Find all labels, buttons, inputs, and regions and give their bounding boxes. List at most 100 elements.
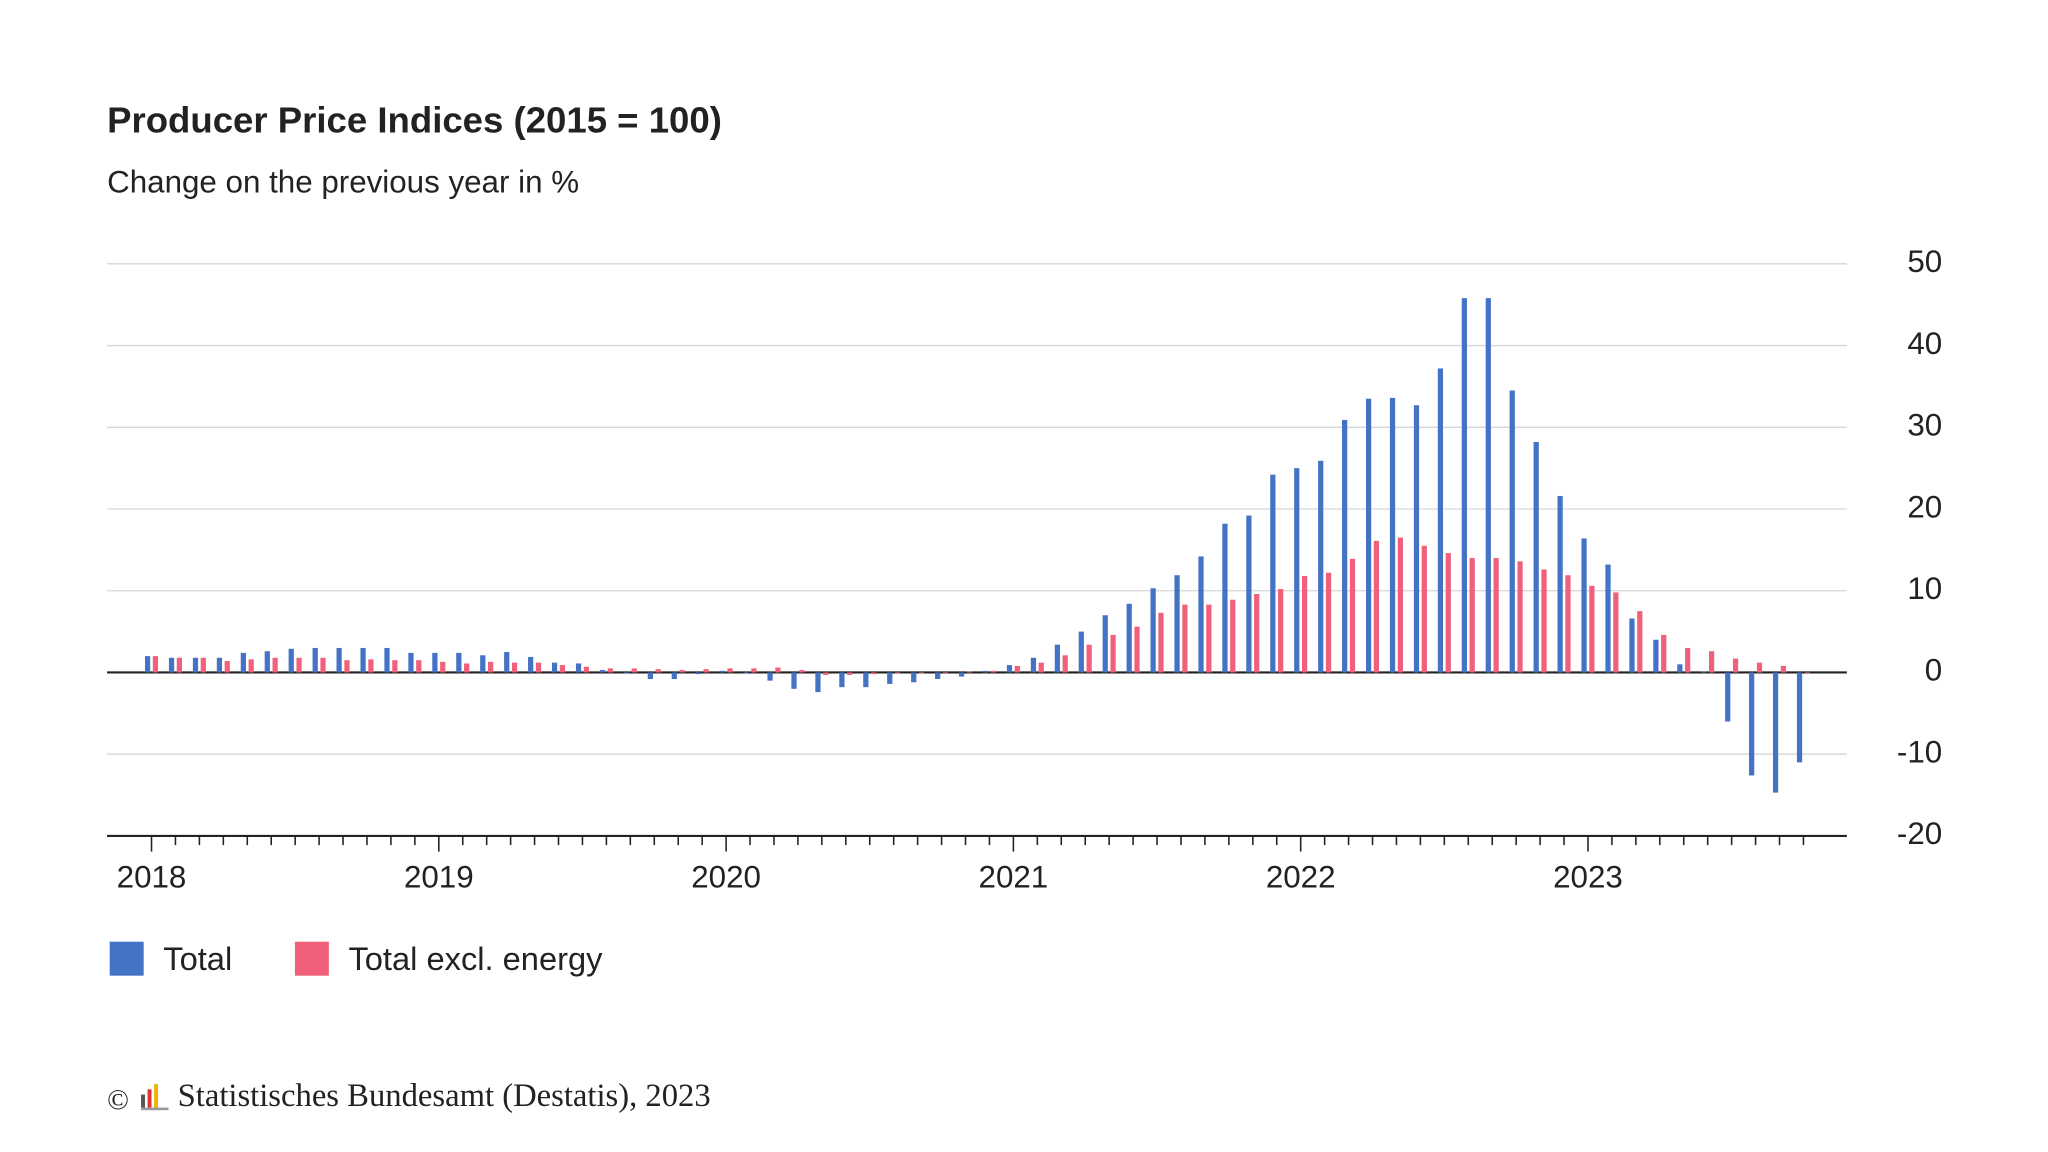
- bar: [1725, 672, 1731, 722]
- y-tick-label: 40: [1907, 326, 1942, 361]
- legend: Total Total excl. energy: [109, 940, 603, 977]
- bar: [1629, 618, 1635, 673]
- y-tick-label: 30: [1907, 408, 1942, 443]
- bar: [1102, 615, 1108, 673]
- bar: [1222, 523, 1228, 673]
- bar: [216, 657, 223, 673]
- bar: [248, 659, 254, 673]
- y-tick-label: -10: [1897, 734, 1942, 769]
- legend-label: Total: [163, 940, 232, 977]
- bar: [1701, 671, 1707, 673]
- bar: [1445, 553, 1451, 673]
- bar: [456, 652, 462, 673]
- bar: [480, 655, 486, 673]
- bar: [1342, 419, 1348, 673]
- logo: [141, 1084, 169, 1111]
- bar: [871, 672, 877, 675]
- bar: [575, 663, 582, 673]
- bar: [655, 669, 661, 673]
- bar: [1230, 599, 1236, 673]
- bar: [408, 652, 414, 673]
- bar: [607, 668, 613, 673]
- bar: [815, 672, 821, 693]
- bar: [1254, 594, 1260, 673]
- bar: [200, 657, 206, 673]
- bar: [1413, 405, 1420, 673]
- bar: [703, 669, 709, 673]
- bar: [288, 648, 294, 673]
- bar: [1030, 657, 1037, 673]
- bar: [511, 662, 518, 673]
- bar: [1581, 538, 1587, 673]
- bar: [192, 657, 199, 673]
- bar: [1134, 626, 1140, 673]
- bar: [464, 663, 470, 673]
- bar: [1278, 589, 1284, 673]
- bar: [1541, 569, 1547, 673]
- y-tick-label: -20: [1897, 816, 1942, 851]
- bar: [623, 672, 630, 674]
- bar: [1158, 612, 1164, 673]
- bar: [1493, 558, 1499, 673]
- copyright: ©: [107, 1084, 129, 1116]
- bar: [958, 672, 965, 677]
- bar: [1469, 558, 1475, 673]
- x-tick-label: 2018: [117, 859, 187, 894]
- bar: [911, 672, 917, 683]
- bar: [1565, 575, 1571, 673]
- bar: [144, 656, 151, 673]
- bar: [1780, 665, 1787, 673]
- bar: [1461, 298, 1467, 673]
- bar: [839, 672, 845, 688]
- bar: [1749, 672, 1755, 776]
- bar: [559, 665, 566, 673]
- bar: [1301, 576, 1308, 673]
- bar: [440, 661, 446, 673]
- bar: [775, 667, 781, 673]
- bar: [1078, 631, 1084, 673]
- bar: [1054, 644, 1060, 673]
- bar: [1557, 495, 1563, 673]
- bar: [296, 657, 302, 673]
- bar: [1270, 474, 1276, 673]
- bar: [887, 672, 893, 684]
- bar: [1373, 540, 1380, 673]
- bar: [336, 647, 342, 673]
- bar: [1661, 634, 1667, 673]
- bar: [1318, 460, 1324, 673]
- bar: [1038, 662, 1044, 673]
- bar: [1110, 634, 1116, 673]
- bar: [1062, 655, 1068, 673]
- bar: [743, 672, 749, 674]
- bar: [368, 659, 374, 673]
- bar: [1182, 604, 1188, 673]
- bar: [583, 666, 589, 673]
- bar: [695, 672, 701, 675]
- bar: [1014, 665, 1020, 673]
- bar: [942, 672, 949, 674]
- legend-label: Total excl. energy: [348, 940, 603, 977]
- bar: [152, 656, 159, 673]
- bar: [1365, 398, 1372, 673]
- source: Statistisches Bundesamt (Destatis), 2023: [178, 1078, 711, 1114]
- chart-subtitle: Change on the previous year in %: [107, 164, 579, 199]
- bar: [1613, 592, 1619, 673]
- bar: [863, 672, 869, 688]
- y-tick-label: 10: [1907, 571, 1942, 606]
- bar: [599, 670, 606, 673]
- bar: [1421, 545, 1427, 673]
- bar: [1437, 368, 1444, 673]
- bar: [679, 670, 685, 673]
- bar: [535, 662, 542, 673]
- bar: [1198, 556, 1204, 673]
- x-tick-label: 2021: [979, 859, 1049, 894]
- bar: [1246, 515, 1252, 673]
- x-tick-label: 2020: [691, 859, 761, 894]
- bar: [1677, 664, 1683, 673]
- bar: [1397, 537, 1403, 673]
- bar: [751, 668, 757, 673]
- bar: [1533, 441, 1539, 673]
- bar: [990, 670, 996, 673]
- bar: [1653, 639, 1659, 673]
- bar: [432, 652, 438, 673]
